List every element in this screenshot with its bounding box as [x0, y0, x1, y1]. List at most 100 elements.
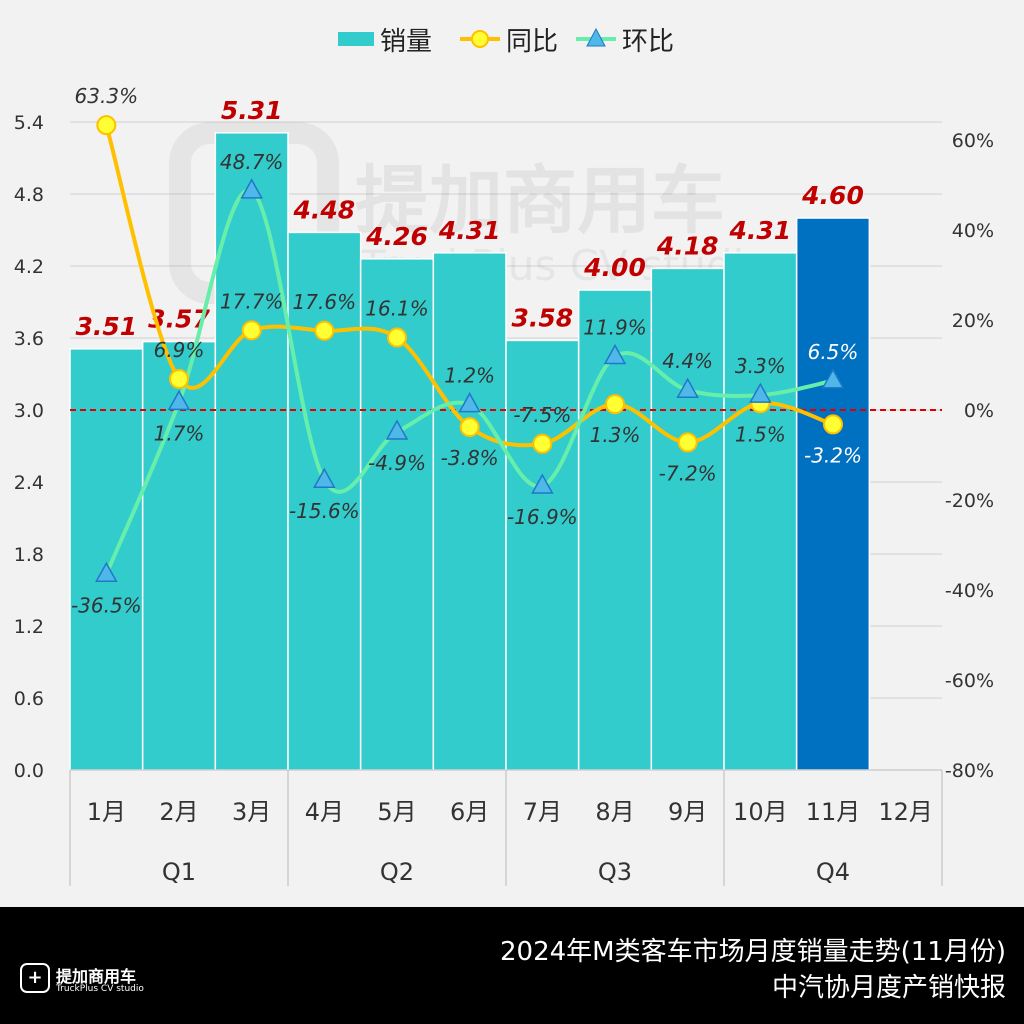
bar-value-label: 3.58	[511, 303, 573, 332]
right-axis-tick: 40%	[952, 220, 994, 242]
quarter-label: Q1	[162, 858, 196, 886]
mom-label: 3.3%	[735, 354, 786, 378]
yoy-label: 1.3%	[590, 423, 641, 447]
yoy-label: 63.3%	[75, 84, 139, 108]
chart-title: 2024年M类客车市场月度销量走势(11月份)	[500, 937, 1006, 967]
bar-value-label: 3.51	[75, 312, 137, 341]
x-axis-tick: 1月	[87, 798, 126, 826]
yoy-marker	[387, 327, 407, 348]
bar-value-label: 4.60	[801, 181, 864, 210]
yoy-marker	[823, 414, 843, 435]
right-axis-tick: 20%	[952, 310, 994, 332]
x-axis-tick: 8月	[595, 798, 634, 826]
mom-marker	[531, 473, 554, 494]
mom-label: 11.9%	[583, 315, 647, 339]
mom-marker	[167, 389, 191, 411]
yoy-marker	[605, 394, 625, 415]
x-axis-tick: 4月	[305, 798, 344, 826]
left-axis-tick: 5.4	[14, 112, 44, 134]
mom-marker	[385, 419, 409, 440]
bar	[69, 348, 144, 771]
x-axis-tick: 5月	[377, 798, 416, 826]
quarter-label: Q4	[816, 858, 850, 886]
left-axis-tick: 4.2	[14, 256, 44, 278]
mom-label: -4.9%	[368, 451, 426, 475]
yoy-marker	[532, 433, 553, 454]
mom-label: 4.4%	[662, 349, 713, 373]
bar-value-label: 4.48	[292, 195, 355, 224]
mom-label: 6.5%	[808, 340, 859, 364]
mom-label: -15.6%	[289, 499, 360, 523]
left-axis-tick: 0.0	[14, 760, 44, 782]
yoy-label: 1.5%	[735, 422, 786, 446]
legend-yoy-marker	[471, 30, 489, 48]
legend-label: 环比	[622, 27, 674, 57]
yoy-marker	[241, 320, 262, 341]
mom-label: -16.9%	[507, 505, 578, 529]
left-axis-tick: 1.8	[14, 544, 44, 566]
quarter-label: Q2	[380, 858, 414, 886]
right-axis-tick: -80%	[945, 760, 994, 782]
left-axis-tick: 2.4	[14, 472, 44, 494]
bar-value-label: 4.18	[656, 231, 719, 260]
x-axis-tick: 10月	[733, 798, 788, 826]
legend-label: 销量	[380, 27, 432, 57]
bar	[214, 132, 289, 771]
mom-line	[104, 188, 834, 576]
mom-label: -36.5%	[71, 593, 142, 617]
mom-marker	[95, 561, 118, 582]
yoy-label: -3.2%	[804, 443, 862, 467]
right-axis-tick: -40%	[945, 580, 994, 602]
legend-bar-swatch	[338, 32, 374, 46]
yoy-label: 6.9%	[154, 338, 205, 362]
bar	[505, 339, 580, 771]
bar-value-label: 4.26	[365, 222, 428, 251]
left-axis-tick: 0.6	[14, 688, 44, 710]
x-axis-tick: 12月	[878, 798, 933, 826]
yoy-marker	[677, 432, 698, 453]
bar-value-label: 4.31	[438, 216, 501, 245]
left-axis-tick: 4.8	[14, 184, 44, 206]
logo-subtext: TruckPlus CV studio	[56, 984, 144, 994]
mom-marker	[603, 343, 627, 365]
mom-marker	[458, 392, 481, 413]
logo-text: 提加商用车	[56, 967, 137, 986]
mom-label: 1.2%	[444, 364, 495, 388]
bar-value-label: 4.00	[583, 253, 646, 282]
yoy-label: 17.7%	[220, 289, 284, 313]
bar-value-label: 5.31	[221, 96, 283, 125]
x-axis-tick: 3月	[232, 798, 271, 826]
mom-marker	[821, 368, 845, 389]
mom-marker	[749, 382, 772, 403]
chart-source: 中汽协月度产销快报	[771, 973, 1006, 1003]
mom-label: 1.7%	[154, 421, 205, 445]
bar	[795, 217, 871, 771]
mom-label: 48.7%	[220, 150, 284, 174]
right-axis-tick: -20%	[945, 490, 994, 512]
yoy-marker	[459, 417, 480, 438]
x-axis-tick: 9月	[668, 798, 707, 826]
bar-value-label: 4.31	[728, 216, 791, 245]
logo-icon: +	[20, 963, 50, 993]
x-axis-tick: 11月	[806, 798, 861, 826]
x-axis-tick: 6月	[450, 798, 489, 826]
yoy-label: -3.8%	[441, 446, 499, 470]
left-axis-tick: 3.6	[14, 328, 44, 350]
yoy-label: -7.2%	[659, 461, 717, 485]
right-axis-tick: -60%	[945, 670, 994, 692]
watermark-text: 提加商用车	[355, 158, 725, 244]
yoy-marker	[169, 368, 189, 389]
x-axis-tick: 2月	[159, 798, 198, 826]
left-axis-tick: 3.0	[14, 400, 44, 422]
x-axis-tick: 7月	[523, 798, 562, 826]
yoy-label: -7.5%	[513, 403, 571, 427]
bar	[432, 252, 507, 771]
quarter-label: Q3	[598, 858, 632, 886]
yoy-label: 17.6%	[293, 290, 357, 314]
yoy-label: 16.1%	[365, 297, 429, 321]
legend-label: 同比	[506, 27, 558, 57]
bar	[577, 289, 653, 771]
mom-marker	[313, 467, 336, 488]
bar	[650, 267, 725, 771]
yoy-marker	[96, 115, 117, 136]
